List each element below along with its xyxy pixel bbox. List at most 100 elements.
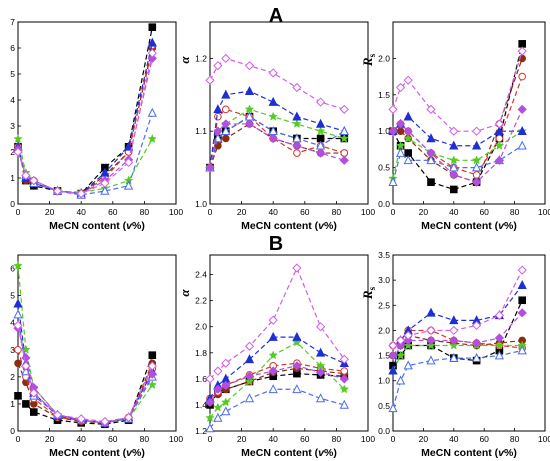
x-tick-label: 60 <box>479 207 489 217</box>
data-point <box>244 376 255 386</box>
data-point <box>222 105 230 114</box>
data-point <box>449 126 459 136</box>
data-point <box>471 320 482 331</box>
x-axis-label: MeCN content (v%) <box>241 220 337 232</box>
x-tick-label: 20 <box>419 207 429 217</box>
data-point <box>268 111 278 121</box>
y-tick-label: 2.2 <box>195 296 207 306</box>
data-point <box>426 307 436 317</box>
x-axis-label: MeCN content (v%) <box>421 220 517 232</box>
data-point <box>147 134 158 144</box>
data-point <box>315 347 326 357</box>
data-point <box>268 366 278 376</box>
y-tick-label: 1.0 <box>378 126 390 136</box>
data-point <box>315 148 326 158</box>
series-8 <box>388 46 527 136</box>
x-tick-label: 100 <box>169 434 183 444</box>
y-tick-label: 0 <box>10 426 15 436</box>
data-point <box>13 309 23 319</box>
y-tick-label: 5 <box>10 69 15 79</box>
x-tick-label: 40 <box>449 207 459 217</box>
x-tick-label: 0 <box>208 207 213 217</box>
data-point <box>205 162 215 173</box>
data-point <box>495 134 504 143</box>
series-7 <box>205 119 349 173</box>
series-8 <box>205 53 349 114</box>
data-point <box>494 126 505 135</box>
data-point <box>244 354 255 364</box>
x-tick-label: 80 <box>510 207 520 217</box>
data-point <box>494 310 505 320</box>
data-point <box>244 85 255 95</box>
data-point <box>221 380 231 390</box>
data-point <box>450 185 458 194</box>
data-point <box>148 23 157 31</box>
x-tick-label: 100 <box>361 207 375 217</box>
data-point <box>22 400 30 408</box>
data-point <box>426 355 436 365</box>
x-tick-label: 80 <box>332 207 342 217</box>
data-point <box>244 341 255 351</box>
series-7 <box>388 308 527 361</box>
series-7 <box>205 361 349 407</box>
chart-panel-1: 0 20 40 60 80 100 0 1 2 3 4 5 6 7 MeCN content (v%) k1 <box>0 17 183 232</box>
data-point <box>315 97 326 107</box>
series-8 <box>388 265 527 351</box>
data-point <box>315 393 326 403</box>
x-tick-label: 60 <box>300 207 310 217</box>
x-axis-label: MeCN content (v%) <box>241 447 337 459</box>
data-point <box>221 89 231 99</box>
data-point <box>494 340 505 350</box>
y-tick-label: 2.4 <box>195 270 207 280</box>
data-point <box>292 111 302 121</box>
data-point <box>471 352 482 362</box>
data-point <box>517 308 527 318</box>
data-point <box>388 350 398 361</box>
data-point <box>147 48 157 58</box>
data-point <box>517 345 527 355</box>
data-point <box>315 367 326 377</box>
data-point <box>518 40 527 48</box>
y-tick-label: 2 <box>10 147 15 157</box>
data-point <box>244 119 255 129</box>
y-tick-label: 4 <box>10 318 15 328</box>
data-point <box>471 177 482 187</box>
data-point <box>268 384 278 394</box>
data-point <box>292 263 302 273</box>
data-point <box>293 149 301 157</box>
plot-frame <box>209 254 369 432</box>
series-line <box>17 42 153 195</box>
y-tick-label: 2.0 <box>195 322 207 332</box>
data-point <box>123 157 134 168</box>
data-point <box>292 361 302 371</box>
series-8 <box>13 48 157 199</box>
data-point <box>14 345 22 354</box>
y-axis-label: Rs <box>360 286 377 300</box>
data-point <box>449 335 459 346</box>
data-point <box>100 178 110 188</box>
y-tick-label: 1.5 <box>378 351 390 361</box>
data-point <box>494 333 505 343</box>
data-point <box>292 337 302 347</box>
data-point <box>213 126 223 136</box>
data-point <box>13 147 23 157</box>
x-tick-label: 0 <box>16 207 21 217</box>
data-point <box>292 118 302 128</box>
data-point <box>221 53 231 64</box>
y-tick-label: 1.8 <box>195 348 207 358</box>
data-point <box>315 322 326 332</box>
data-point <box>449 340 459 350</box>
series-8 <box>13 320 157 427</box>
panel-label-a: A <box>269 5 283 27</box>
y-tick-label: 3.0 <box>378 275 390 285</box>
data-point <box>449 352 459 362</box>
data-point <box>517 46 527 56</box>
y-tick-label: 1.2 <box>195 426 207 436</box>
y-tick-label: 0.0 <box>378 426 390 436</box>
x-tick-label: 0 <box>391 434 396 444</box>
x-tick-label: 60 <box>300 434 310 444</box>
data-point <box>494 140 505 150</box>
series-line <box>209 115 345 168</box>
series-8 <box>205 263 349 384</box>
